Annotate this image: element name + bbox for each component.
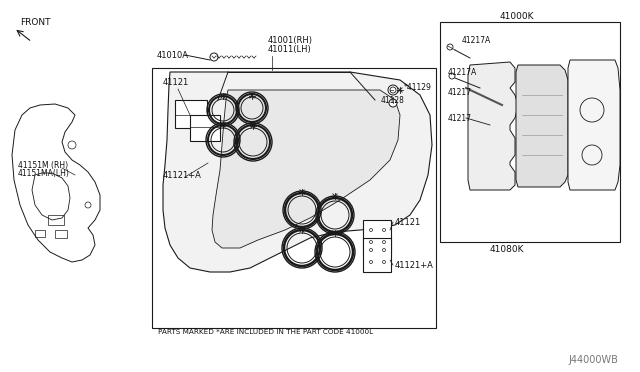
Polygon shape — [212, 90, 400, 248]
Text: 41121+A: 41121+A — [395, 260, 434, 269]
Text: 41010A: 41010A — [157, 51, 189, 60]
Text: 41001(RH): 41001(RH) — [268, 35, 313, 45]
Text: 41217: 41217 — [448, 113, 472, 122]
Text: PARTS MARKED *ARE INCLUDED IN THE PART CODE 41000L: PARTS MARKED *ARE INCLUDED IN THE PART C… — [158, 329, 373, 335]
Bar — [363, 220, 391, 254]
Bar — [175, 100, 207, 128]
Text: 41217: 41217 — [448, 87, 472, 96]
Polygon shape — [163, 72, 432, 272]
Polygon shape — [516, 65, 568, 187]
Text: 41121: 41121 — [395, 218, 421, 227]
Bar — [363, 238, 391, 272]
Text: 41080K: 41080K — [490, 246, 525, 254]
Circle shape — [388, 85, 398, 95]
Text: 41217A: 41217A — [448, 67, 477, 77]
Text: FRONT: FRONT — [20, 17, 51, 26]
Text: 41121: 41121 — [163, 77, 189, 87]
Circle shape — [449, 73, 455, 79]
Text: J44000WB: J44000WB — [568, 355, 618, 365]
Bar — [152, 68, 436, 328]
Text: 41151M (RH): 41151M (RH) — [18, 160, 68, 170]
Circle shape — [447, 44, 453, 50]
Text: 41121+A: 41121+A — [163, 170, 202, 180]
Polygon shape — [468, 62, 518, 190]
Bar — [55, 230, 67, 238]
Circle shape — [389, 99, 397, 107]
Polygon shape — [568, 60, 620, 190]
Bar — [35, 230, 45, 237]
Text: 41011(LH): 41011(LH) — [268, 45, 312, 54]
Text: *41129: *41129 — [404, 83, 432, 92]
Text: 41128: 41128 — [381, 96, 405, 105]
Bar — [48, 215, 64, 225]
Bar — [440, 22, 620, 242]
Text: 41217A: 41217A — [462, 35, 492, 45]
Text: 41151MA(LH): 41151MA(LH) — [18, 169, 70, 177]
Text: 41000K: 41000K — [500, 12, 534, 20]
Bar — [190, 115, 220, 141]
